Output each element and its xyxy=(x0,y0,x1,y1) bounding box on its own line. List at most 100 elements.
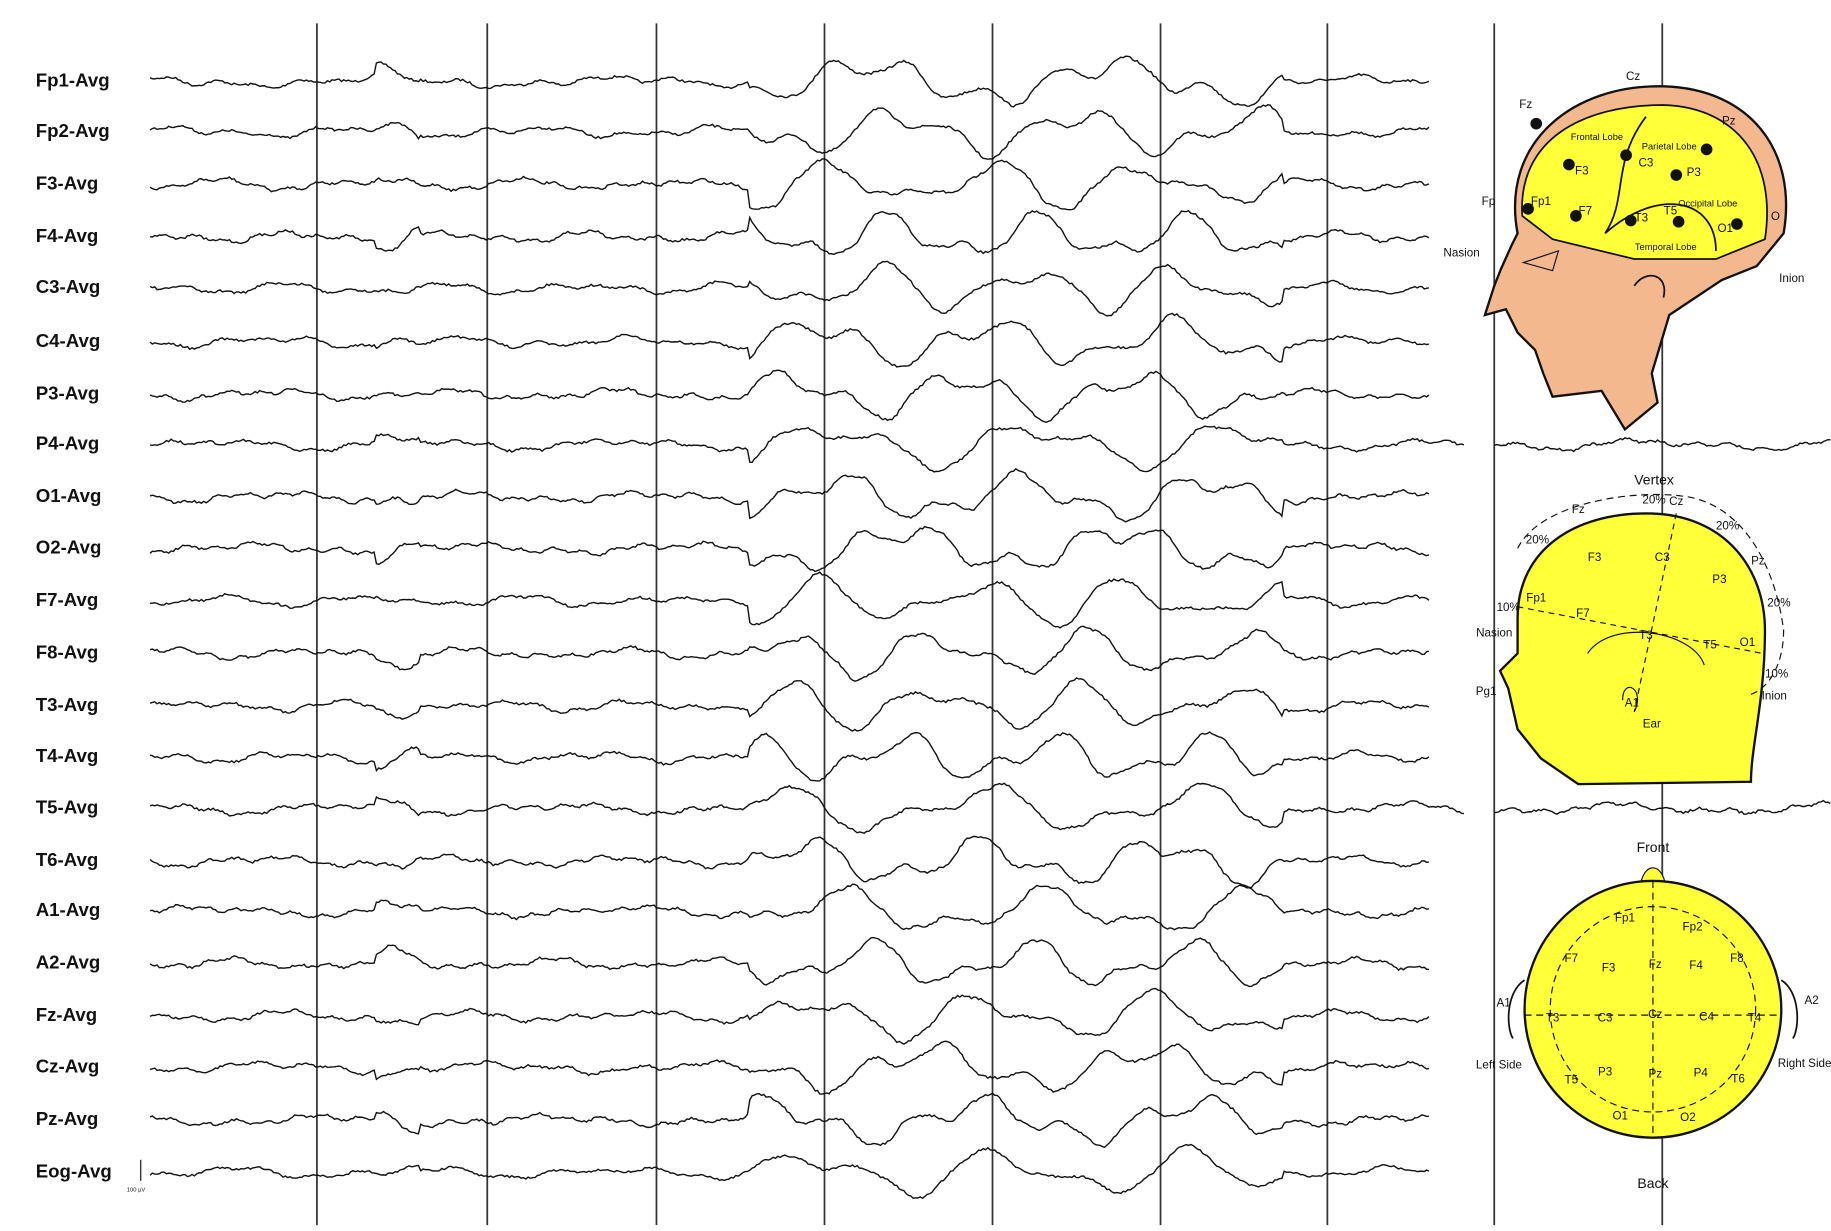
diagram-label: Nasion xyxy=(1443,246,1479,259)
diagram-label: Ear xyxy=(1643,718,1661,731)
diagram-label: T4 xyxy=(1748,1012,1762,1025)
diagram-label: F8 xyxy=(1730,952,1744,965)
diagram-label: Occipital Lobe xyxy=(1678,199,1737,209)
electrode-dot xyxy=(1563,158,1575,171)
diagram-label: Pz xyxy=(1722,114,1736,127)
diagram-label: Pz xyxy=(1648,1068,1662,1081)
channel-label: Fp2-Avg xyxy=(36,120,110,141)
scale-label: 100 µV xyxy=(127,1188,146,1194)
channel-label: F4-Avg xyxy=(36,225,99,246)
top-head-diagram xyxy=(1507,867,1799,1139)
eeg-trace xyxy=(149,782,1831,835)
diagram-label: Nasion xyxy=(1476,627,1512,640)
channel-label: A2-Avg xyxy=(36,952,101,973)
eeg-trace xyxy=(149,467,1430,523)
electrode-dot xyxy=(1700,143,1713,156)
diagram-label: T5 xyxy=(1564,1074,1578,1087)
diagram-label: Pz xyxy=(1751,554,1765,567)
diagram-label: A2 xyxy=(1804,994,1818,1007)
eeg-trace xyxy=(149,677,1430,732)
channel-label: O2-Avg xyxy=(36,536,102,557)
diagram-label: F3 xyxy=(1575,165,1589,178)
channel-label: Pz-Avg xyxy=(36,1108,99,1129)
diagram-label: F3 xyxy=(1588,551,1602,564)
diagram-label: F7 xyxy=(1576,607,1590,620)
diagram-label: Inion xyxy=(1762,690,1787,703)
diagram-label: Back xyxy=(1637,1175,1669,1191)
diagram-label: Pg1 xyxy=(1476,685,1497,698)
channel-label: C4-Avg xyxy=(36,330,101,351)
channel-label: Fp1-Avg xyxy=(36,70,110,91)
diagram-label: O1 xyxy=(1740,636,1756,649)
diagram-label: A1 xyxy=(1496,997,1510,1010)
electrode-dot xyxy=(1530,117,1543,130)
channel-label: Fz-Avg xyxy=(36,1004,98,1025)
diagram-label: Fz xyxy=(1572,503,1585,516)
channel-label: F3-Avg xyxy=(36,172,99,193)
channel-label: T4-Avg xyxy=(36,745,99,766)
eeg-trace xyxy=(149,835,1429,889)
diagram-label: 10% xyxy=(1497,601,1520,614)
diagram-label: 20% xyxy=(1767,596,1790,609)
diagram-label: Fp1 xyxy=(1531,195,1551,208)
diagram-label: O1 xyxy=(1717,222,1733,235)
channel-label: Cz-Avg xyxy=(36,1056,100,1077)
diagram-label: 20% xyxy=(1526,533,1549,546)
diagram-label: Cz xyxy=(1626,70,1640,83)
diagram-label: C3 xyxy=(1638,156,1653,169)
channel-label: A1-Avg xyxy=(36,899,101,920)
diagram-label: T5 xyxy=(1664,204,1678,217)
diagram-label: Fp xyxy=(1482,195,1496,208)
channel-label: P3-Avg xyxy=(36,382,100,403)
eeg-trace xyxy=(149,369,1430,424)
diagram-label: Fz xyxy=(1649,958,1662,971)
eeg-trace xyxy=(149,55,1430,108)
diagram-label: Fp1 xyxy=(1526,592,1546,605)
diagram-label: Parietal Lobe xyxy=(1642,141,1697,151)
channel-label: T5-Avg xyxy=(36,797,99,818)
diagram-label: Cz xyxy=(1648,1008,1662,1021)
channel-label: F8-Avg xyxy=(36,641,99,662)
eeg-trace xyxy=(149,1040,1430,1095)
diagram-label: F7 xyxy=(1564,952,1578,965)
diagram-labels: Cz Fz Pz Fp Fp1 F3 F7 C3 P3 T3 T5 O1 O Nasion Inion Fro… xyxy=(1443,70,1831,1191)
eeg-trace xyxy=(149,525,1430,573)
diagram-label: C3 xyxy=(1655,551,1670,564)
lateral-brain-diagram xyxy=(1483,85,1788,432)
electrode-dot xyxy=(1570,210,1582,222)
time-grid xyxy=(316,23,1664,1226)
diagram-label: Fp2 xyxy=(1683,921,1703,934)
eeg-trace xyxy=(149,731,1430,782)
diagram-label: Inion xyxy=(1779,272,1804,285)
channel-label: P4-Avg xyxy=(36,432,100,453)
electrode-dot xyxy=(1731,218,1743,230)
diagram-label: T3 xyxy=(1546,1012,1560,1025)
diagram-label: P3 xyxy=(1712,573,1726,586)
diagram-label: Cz xyxy=(1669,495,1683,508)
diagram-label: P4 xyxy=(1694,1067,1709,1080)
channel-label: C3-Avg xyxy=(36,276,101,297)
diagram-label: Fz xyxy=(1519,98,1532,111)
diagram-label: T6 xyxy=(1731,1072,1745,1085)
channel-label: T3-Avg xyxy=(36,694,99,715)
diagram-label: Vertex xyxy=(1634,471,1674,487)
diagram-label: P3 xyxy=(1687,166,1701,179)
eeg-trace xyxy=(149,936,1429,988)
eeg-trace xyxy=(149,883,1429,931)
eeg-trace xyxy=(149,625,1430,682)
eeg-trace xyxy=(149,104,1430,161)
diagram-label: O xyxy=(1771,210,1780,223)
diagram-label: P3 xyxy=(1598,1065,1612,1078)
eeg-trace xyxy=(149,1092,1429,1149)
diagram-label: O1 xyxy=(1612,1110,1628,1123)
diagram-label: 10% xyxy=(1765,668,1788,681)
eeg-trace xyxy=(149,987,1430,1045)
channel-label: F7-Avg xyxy=(36,589,99,610)
channel-label: O1-Avg xyxy=(36,485,102,506)
eeg-trace xyxy=(149,260,1430,317)
electrode-dot xyxy=(1620,149,1632,162)
diagram-label: O2 xyxy=(1680,1111,1696,1124)
eeg-trace xyxy=(149,571,1430,629)
diagram-label: Temporal Lobe xyxy=(1635,242,1697,252)
